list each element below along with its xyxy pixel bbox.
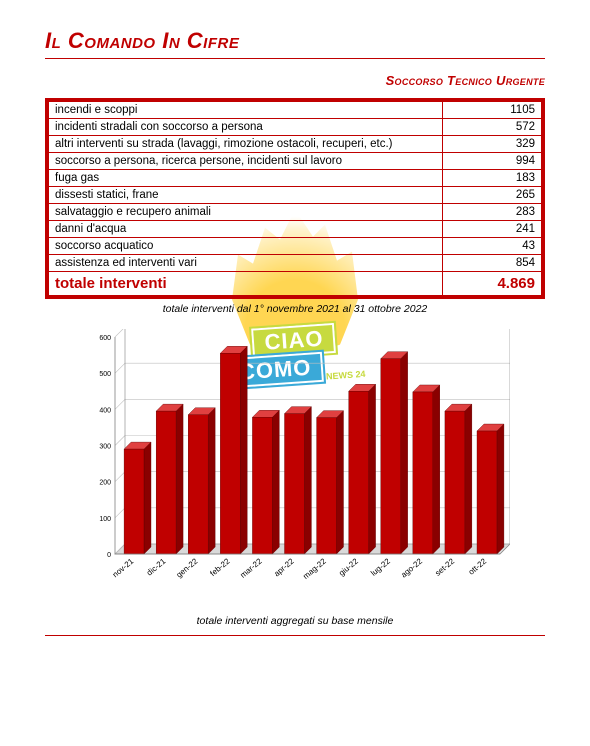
row-label: altri interventi su strada (lavaggi, rim… [49,136,443,153]
row-label: dissesti statici, frane [49,187,443,204]
svg-text:100: 100 [99,516,111,523]
table-row: incidenti stradali con soccorso a person… [49,119,542,136]
svg-text:500: 500 [99,371,111,378]
table-row: dissesti statici, frane265 [49,187,542,204]
svg-text:ott-22: ott-22 [467,556,489,576]
row-label: soccorso a persona, ricerca persone, inc… [49,153,443,170]
row-value: 1105 [443,102,542,119]
row-label: incidenti stradali con soccorso a person… [49,119,443,136]
data-table: incendi e scoppi1105incidenti stradali c… [45,98,545,299]
row-label: soccorso acquatico [49,238,443,255]
svg-text:gen-22: gen-22 [175,556,200,579]
svg-text:apr-22: apr-22 [272,556,296,578]
svg-text:400: 400 [99,407,111,414]
row-label: fuga gas [49,170,443,187]
row-value: 329 [443,136,542,153]
row-value: 43 [443,238,542,255]
subtitle: Soccorso Tecnico Urgente [45,73,545,88]
chart-caption: totale interventi aggregati su base mens… [45,615,545,627]
svg-text:ago-22: ago-22 [399,556,424,579]
svg-text:300: 300 [99,444,111,451]
table-row: altri interventi su strada (lavaggi, rim… [49,136,542,153]
svg-text:600: 600 [99,335,111,342]
table-row: soccorso acquatico43 [49,238,542,255]
table-row: assistenza ed interventi vari854 [49,255,542,272]
table-row: soccorso a persona, ricerca persone, inc… [49,153,542,170]
bar-chart: 0 100 200 300 400 500 600 nov-21 dic-21 gen-22 feb… [80,329,510,609]
row-label: salvataggio e recupero animali [49,204,443,221]
row-value: 265 [443,187,542,204]
svg-text:200: 200 [99,480,111,487]
table-row: danni d'acqua241 [49,221,542,238]
svg-text:nov-21: nov-21 [111,556,136,579]
table-row: salvataggio e recupero animali283 [49,204,542,221]
svg-text:feb-22: feb-22 [208,556,232,578]
svg-text:mag-22: mag-22 [301,556,328,581]
title-rule [45,58,545,59]
table-row: fuga gas183 [49,170,542,187]
row-value: 283 [443,204,542,221]
table-row: incendi e scoppi1105 [49,102,542,119]
row-value: 994 [443,153,542,170]
row-value: 241 [443,221,542,238]
total-label: totale interventi [49,272,443,296]
svg-text:0: 0 [107,552,111,559]
row-value: 183 [443,170,542,187]
total-value: 4.869 [443,272,542,296]
svg-text:set-22: set-22 [433,556,456,578]
table-caption: totale interventi dal 1° novembre 2021 a… [45,303,545,315]
svg-text:lug-22: lug-22 [369,556,392,578]
svg-text:mar-22: mar-22 [238,556,264,580]
row-value: 854 [443,255,542,272]
row-label: assistenza ed interventi vari [49,255,443,272]
svg-text:giu-22: giu-22 [337,556,360,578]
row-value: 572 [443,119,542,136]
page-title: Il Comando In Cifre [45,28,545,54]
bottom-rule [45,635,545,636]
row-label: danni d'acqua [49,221,443,238]
table-total-row: totale interventi4.869 [49,272,542,296]
row-label: incendi e scoppi [49,102,443,119]
svg-text:dic-21: dic-21 [145,556,168,577]
